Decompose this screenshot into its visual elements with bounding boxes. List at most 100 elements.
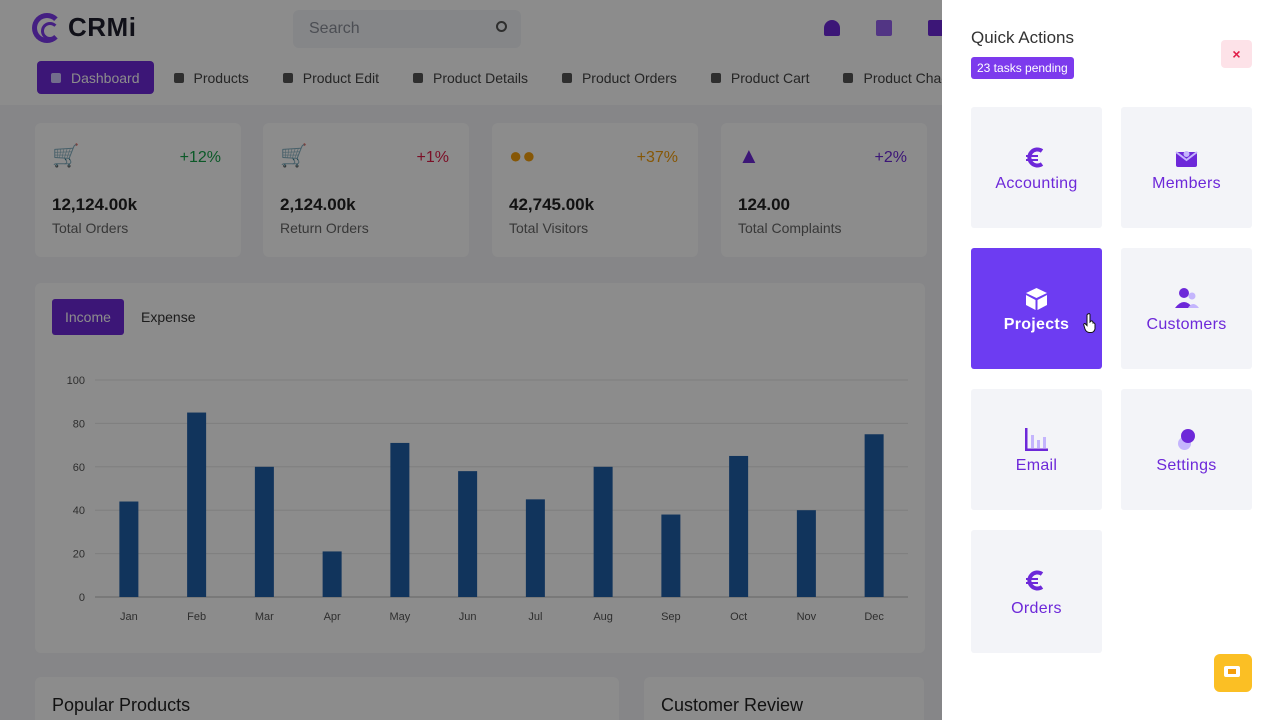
y-tick-label: 40: [73, 505, 85, 517]
bar-apr: [322, 551, 342, 597]
tile-label: Settings: [1156, 457, 1217, 474]
tile-customers[interactable]: Customers: [1121, 248, 1252, 369]
nav-item-product-details[interactable]: Product Details: [399, 61, 542, 94]
x-tick-label: Aug: [593, 611, 613, 623]
bar-sep: [661, 514, 681, 597]
stat-label: Total Complaints: [738, 220, 842, 236]
euro-icon: [1026, 147, 1044, 168]
search-placeholder: Search: [309, 20, 360, 37]
stat-change: +1%: [416, 149, 449, 166]
products-icon: [173, 72, 184, 83]
bar-feb: [187, 412, 207, 597]
stat-card-total-visitors: ●● +37% 42,745.00k Total Visitors: [492, 123, 698, 257]
box-icon: [1026, 288, 1047, 310]
nav-item-products[interactable]: Products: [160, 61, 263, 94]
warning-icon: ▲: [738, 143, 760, 168]
x-tick-label: May: [389, 611, 410, 623]
stat-value: 42,745.00k: [509, 195, 595, 214]
stat-card-return-orders: 🛒 +1% 2,124.00k Return Orders: [263, 123, 469, 257]
users-icon: [1175, 288, 1199, 308]
nav-item-product-cart[interactable]: Product Cart: [697, 61, 824, 94]
details-icon: [413, 72, 424, 83]
popular-products-card: Popular Products: [35, 677, 619, 720]
tile-settings[interactable]: Settings: [1121, 389, 1252, 510]
tab-expense[interactable]: Expense: [141, 309, 196, 325]
card-title: Popular Products: [52, 695, 191, 715]
stat-value: 12,124.00k: [52, 195, 138, 214]
y-tick-label: 0: [79, 592, 85, 604]
bar-jun: [458, 471, 478, 597]
y-tick-label: 80: [73, 418, 85, 430]
folder-icon[interactable]: [928, 20, 944, 36]
stat-label: Total Orders: [52, 220, 129, 236]
dashboard-icon: [51, 72, 61, 83]
settings-icon: [1178, 429, 1195, 450]
nav-label: Product Orders: [581, 69, 677, 86]
users-icon: ●●: [509, 143, 536, 168]
cart-icon: [710, 72, 721, 83]
tile-label: Email: [1015, 457, 1058, 474]
nav-item-product-edit[interactable]: Product Edit: [269, 61, 393, 94]
bar-mar: [254, 466, 274, 597]
nav-label: Product Cart: [730, 69, 810, 86]
income-chart-card: Income Expense 0 20 40 60 80 100 Jan Feb Mar Apr M…: [35, 283, 925, 653]
x-tick-label: Sep: [661, 611, 681, 623]
nav-label: Products: [193, 69, 249, 86]
tile-email[interactable]: Email: [971, 389, 1102, 510]
card-title: Customer Review: [661, 695, 804, 715]
tab-income[interactable]: Income: [52, 299, 124, 335]
bar-chart-icon: [1025, 428, 1048, 451]
bar-dec: [864, 434, 884, 597]
stat-change: +12%: [179, 149, 221, 166]
tile-label: Customers: [1146, 316, 1227, 333]
x-tick-label: Apr: [324, 611, 341, 623]
y-tick-label: 100: [67, 375, 85, 387]
brand-name: CRMi: [68, 12, 137, 42]
bar-jul: [525, 499, 545, 597]
panel-title: Quick Actions: [971, 28, 1074, 47]
x-tick-label: Feb: [187, 611, 206, 623]
apps-grid-icon[interactable]: [876, 20, 892, 36]
stat-label: Total Visitors: [509, 220, 589, 236]
checkout-icon: [843, 72, 854, 83]
bar-nov: [796, 510, 816, 597]
stat-value: 124.00: [738, 195, 790, 214]
x-tick-label: Jul: [528, 611, 542, 623]
cart-plus-icon: 🛒: [52, 143, 80, 168]
stat-label: Return Orders: [280, 220, 369, 236]
y-tick-label: 60: [73, 462, 85, 474]
nav-label: Product Details: [433, 69, 528, 86]
tile-projects[interactable]: Projects: [971, 248, 1102, 369]
tile-members[interactable]: Members: [1121, 107, 1252, 228]
tile-label: Members: [1152, 175, 1221, 192]
nav-item-product-orders[interactable]: Product Orders: [548, 61, 691, 94]
tasks-pending-badge: 23 tasks pending: [971, 57, 1074, 79]
bar-oct: [729, 455, 749, 597]
stat-card-total-complaints: ▲ +2% 124.00 Total Complaints: [721, 123, 927, 257]
tile-label: Orders: [1011, 600, 1062, 617]
x-tick-label: Mar: [255, 611, 274, 623]
logo-icon: [32, 12, 62, 43]
y-tick-label: 20: [73, 549, 85, 561]
brand-logo[interactable]: CRMi: [32, 12, 136, 43]
nav-label: Product Edit: [302, 69, 380, 86]
quick-actions-panel: Quick Actions 23 tasks pending × Account…: [942, 0, 1280, 720]
bar-jan: [119, 501, 139, 597]
euro-icon: [1026, 570, 1044, 591]
nav-item-dashboard[interactable]: Dashboard: [37, 61, 154, 94]
bell-icon[interactable]: [824, 20, 840, 36]
mail-open-icon: [1175, 151, 1198, 167]
stat-change: +37%: [636, 149, 678, 166]
search-input[interactable]: Search: [293, 10, 521, 48]
x-tick-label: Oct: [730, 611, 747, 623]
tile-orders[interactable]: Orders: [971, 530, 1102, 653]
x-tick-label: Nov: [797, 611, 817, 623]
search-icon[interactable]: [496, 21, 507, 32]
tile-accounting[interactable]: Accounting: [971, 107, 1102, 228]
edit-icon: [282, 72, 293, 83]
income-bar-chart: 0 20 40 60 80 100 Jan Feb Mar Apr May Jun Jul Aug Sep O…: [67, 375, 908, 623]
close-button[interactable]: ×: [1221, 40, 1252, 68]
chat-support-button[interactable]: [1214, 654, 1252, 692]
bar-aug: [593, 466, 613, 597]
